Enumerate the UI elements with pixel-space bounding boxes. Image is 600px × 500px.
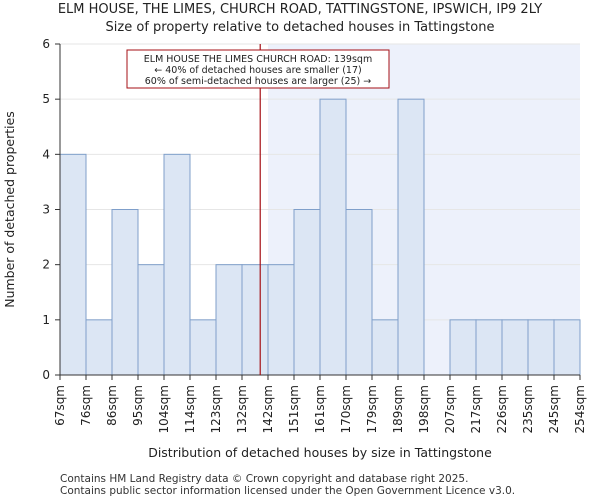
bar — [163, 153, 191, 376]
bar — [371, 319, 399, 376]
x-tick-label: 198sqm — [417, 385, 431, 433]
y-tick-label: 4 — [42, 147, 50, 161]
y-tick-label: 6 — [42, 37, 50, 51]
bar — [319, 98, 347, 376]
bar — [449, 319, 477, 376]
chart-area: 0 1 2 3 4 5 6 67sqm 76sqm 86sqm 95sqm 104sqm 114sqm 1… — [2, 37, 587, 460]
annotation-box — [126, 49, 390, 89]
x-tick-label: 95sqm — [131, 385, 145, 426]
x-tick-label: 245sqm — [547, 385, 561, 433]
annotation-line-2: ← 40% of detached houses are smaller (17… — [154, 65, 361, 76]
bar — [293, 209, 321, 376]
x-tick-label: 151sqm — [287, 385, 301, 433]
bar — [215, 264, 243, 376]
x-tick-label: 161sqm — [313, 385, 327, 433]
bar — [111, 209, 139, 376]
x-tick-label: 170sqm — [339, 385, 353, 433]
bar — [189, 319, 217, 376]
x-tick-label: 76sqm — [79, 385, 93, 426]
x-tick-label: 142sqm — [261, 385, 275, 433]
x-tick-label: 189sqm — [391, 385, 405, 433]
y-tick-label: 5 — [42, 92, 50, 106]
x-tick-label: 86sqm — [105, 385, 119, 426]
x-tick-label: 217sqm — [469, 385, 483, 433]
bar — [527, 319, 555, 376]
footer-line-1: Contains HM Land Registry data © Crown c… — [60, 473, 469, 485]
x-tick-label: 132sqm — [235, 385, 249, 433]
x-tick-label: 254sqm — [573, 385, 587, 433]
x-tick-label: 67sqm — [53, 385, 67, 426]
y-axis-label: Number of detached properties — [2, 111, 17, 308]
annotation-line-1: ELM HOUSE THE LIMES CHURCH ROAD: 139sqm — [144, 54, 372, 65]
x-tick-label: 235sqm — [521, 385, 535, 433]
x-tick-label: 123sqm — [209, 385, 223, 433]
bar — [137, 264, 165, 376]
x-axis-label: Distribution of detached houses by size … — [148, 445, 492, 460]
y-tick-label: 1 — [42, 313, 50, 327]
bar — [501, 319, 529, 376]
y-tick-label: 2 — [42, 258, 50, 272]
x-tick-label: 114sqm — [183, 385, 197, 433]
y-tick-label: 0 — [42, 368, 50, 382]
y-tick-label: 3 — [42, 203, 50, 217]
bar — [553, 319, 581, 376]
chart-title: ELM HOUSE, THE LIMES, CHURCH ROAD, TATTI… — [57, 2, 543, 17]
chart-subtitle: Size of property relative to detached ho… — [105, 20, 495, 35]
x-tick-label: 207sqm — [443, 385, 457, 433]
x-tick-label: 104sqm — [157, 385, 171, 433]
bar — [475, 319, 503, 376]
x-tick-label: 226sqm — [495, 385, 509, 433]
bar — [85, 319, 113, 376]
annotation-line-3: 60% of semi-detached houses are larger (… — [145, 76, 372, 87]
bar — [267, 264, 295, 376]
bar — [59, 153, 87, 376]
bar — [241, 264, 269, 376]
footer-line-2: Contains public sector information licen… — [60, 485, 516, 497]
x-tick-label: 179sqm — [365, 385, 379, 433]
bar — [345, 209, 373, 376]
bar — [397, 98, 425, 376]
